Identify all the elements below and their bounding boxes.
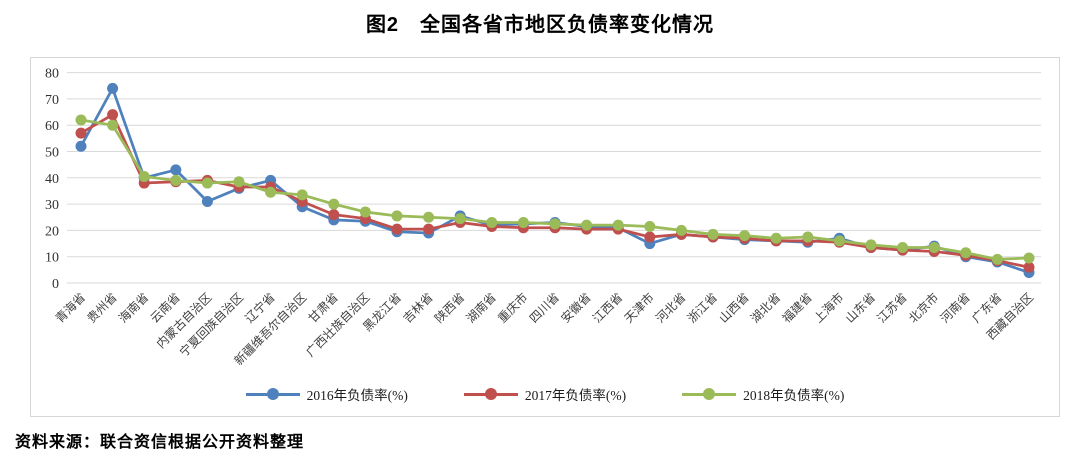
y-axis-labels: 0 10 20 30 40 50 60 70 80 bbox=[45, 67, 59, 292]
series-2017年负债率(%) bbox=[75, 109, 1035, 273]
data-point bbox=[107, 82, 119, 94]
data-point bbox=[1023, 252, 1035, 264]
y-tick-label: 60 bbox=[45, 119, 59, 134]
x-tick-label: 江西省 bbox=[590, 290, 625, 325]
data-point bbox=[233, 176, 245, 188]
data-point bbox=[328, 198, 340, 210]
data-point bbox=[170, 174, 182, 186]
data-point bbox=[960, 247, 972, 259]
data-point bbox=[107, 109, 119, 121]
data-point bbox=[75, 114, 87, 126]
chart-area: 0 10 20 30 40 50 60 70 80 青海省 贵州省 海南省 云南省 内蒙古自治区 宁夏回族自… bbox=[30, 57, 1060, 417]
data-point bbox=[391, 210, 403, 222]
data-point bbox=[296, 189, 308, 201]
y-tick-label: 0 bbox=[52, 277, 59, 292]
x-tick-label: 四川省 bbox=[527, 290, 562, 325]
data-point bbox=[454, 213, 466, 225]
data-point bbox=[581, 219, 593, 231]
data-point bbox=[391, 223, 403, 235]
data-point bbox=[928, 241, 940, 253]
source-note: 资料来源：联合资信根据公开资料整理 bbox=[15, 434, 305, 451]
x-tick-label: 山东省 bbox=[843, 290, 878, 325]
data-point bbox=[423, 223, 435, 235]
y-tick-label: 70 bbox=[45, 93, 59, 108]
data-point bbox=[1023, 261, 1035, 273]
legend-item-2018: 2018年负债率(%) bbox=[682, 384, 844, 404]
data-point bbox=[675, 224, 687, 236]
y-tick-label: 20 bbox=[45, 224, 59, 239]
y-gridlines bbox=[67, 72, 1041, 284]
data-point bbox=[201, 177, 213, 189]
x-tick-label: 江苏省 bbox=[874, 290, 909, 325]
data-point bbox=[612, 219, 624, 231]
data-point bbox=[107, 119, 119, 131]
data-point bbox=[138, 170, 150, 182]
x-axis-labels: 青海省贵州省海南省云南省内蒙古自治区宁夏回族自治区辽宁省新疆维吾尔自治区甘肃省广… bbox=[52, 290, 1036, 368]
y-tick-label: 30 bbox=[45, 198, 59, 213]
legend-label-2017: 2017年负债率(%) bbox=[524, 388, 627, 403]
x-tick-label: 天津市 bbox=[621, 290, 657, 326]
y-tick-label: 50 bbox=[45, 146, 59, 161]
data-point bbox=[897, 241, 909, 253]
legend-marker-2016-icon bbox=[245, 388, 300, 400]
series-line bbox=[79, 118, 1031, 261]
x-tick-label: 河北省 bbox=[653, 290, 688, 325]
data-point bbox=[707, 228, 719, 240]
x-tick-label: 陕西省 bbox=[431, 290, 467, 326]
line-chart: 0 10 20 30 40 50 60 70 80 青海省贵州省海南省云南省内蒙古自治区宁夏回族自… bbox=[45, 67, 1041, 368]
series-2018年负债率(%) bbox=[75, 114, 1035, 265]
data-point bbox=[770, 232, 782, 244]
data-point bbox=[359, 206, 371, 218]
legend-item-2016: 2016年负债率(%) bbox=[245, 384, 408, 404]
data-point bbox=[75, 140, 87, 152]
x-tick-label: 湖北省 bbox=[747, 290, 783, 326]
x-tick-label: 重庆市 bbox=[494, 290, 530, 326]
x-tick-label: 湖南省 bbox=[463, 290, 499, 326]
data-point bbox=[833, 235, 845, 247]
data-point bbox=[517, 217, 529, 229]
data-point bbox=[201, 195, 213, 207]
legend-label-2016: 2016年负债率(%) bbox=[306, 388, 408, 403]
x-tick-label: 福建省 bbox=[779, 290, 815, 326]
y-tick-label: 80 bbox=[45, 67, 59, 82]
x-tick-label: 河南省 bbox=[937, 290, 973, 326]
legend-label-2018: 2018年负债率(%) bbox=[743, 388, 845, 403]
x-tick-label: 上海市 bbox=[810, 290, 846, 326]
x-tick-label: 贵州省 bbox=[84, 290, 119, 325]
y-tick-label: 40 bbox=[45, 172, 59, 187]
chart-title: 图2 全国各省市地区负债率变化情况 bbox=[365, 14, 715, 36]
data-point bbox=[265, 186, 277, 198]
data-point bbox=[865, 239, 877, 251]
legend-marker-2018-icon bbox=[682, 388, 737, 400]
series-line bbox=[79, 113, 1031, 269]
data-point bbox=[486, 217, 498, 229]
x-tick-label: 海南省 bbox=[115, 290, 151, 326]
data-point bbox=[423, 211, 435, 223]
data-point bbox=[739, 230, 751, 242]
x-tick-label: 安徽省 bbox=[558, 290, 594, 326]
data-point bbox=[549, 218, 561, 230]
data-point bbox=[75, 127, 87, 139]
y-tick-label: 10 bbox=[45, 251, 59, 266]
chart-legend: 2016年负债率(%) 2017年负债率(%) 2018年负债率(%) bbox=[31, 384, 1059, 404]
x-tick-label: 吉林省 bbox=[400, 290, 435, 325]
x-tick-label: 青海省 bbox=[52, 290, 88, 326]
data-point bbox=[328, 209, 340, 221]
data-point bbox=[644, 220, 656, 232]
data-point bbox=[802, 231, 814, 243]
legend-item-2017: 2017年负债率(%) bbox=[463, 384, 627, 404]
legend-marker-2017-icon bbox=[463, 388, 518, 400]
x-tick-label: 北京市 bbox=[905, 290, 941, 326]
data-point bbox=[991, 253, 1003, 265]
data-point bbox=[644, 231, 656, 243]
x-tick-label: 浙江省 bbox=[685, 290, 720, 325]
data-point bbox=[170, 164, 182, 176]
x-tick-label: 山西省 bbox=[716, 290, 751, 325]
